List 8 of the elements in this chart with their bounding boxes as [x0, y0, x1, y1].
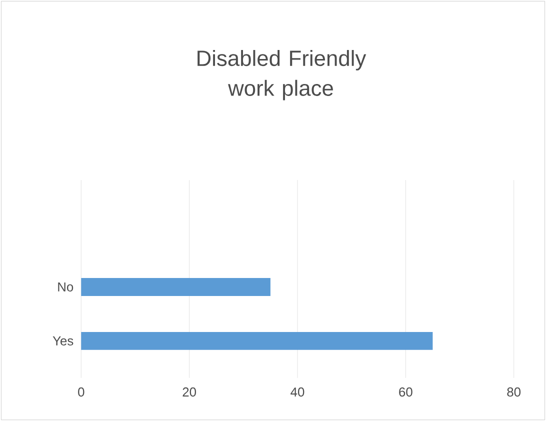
y-tick-label: Yes — [52, 336, 74, 346]
x-tick-label: 80 — [507, 387, 521, 397]
x-tick-label: 20 — [182, 387, 196, 397]
x-tick-label: 60 — [399, 387, 412, 397]
y-tick-label: No — [58, 282, 74, 292]
chart-title: Disabled Friendly work place — [198, 50, 366, 100]
x-tick-label: 40 — [290, 387, 304, 397]
x-tick-label: 0 — [78, 387, 84, 397]
